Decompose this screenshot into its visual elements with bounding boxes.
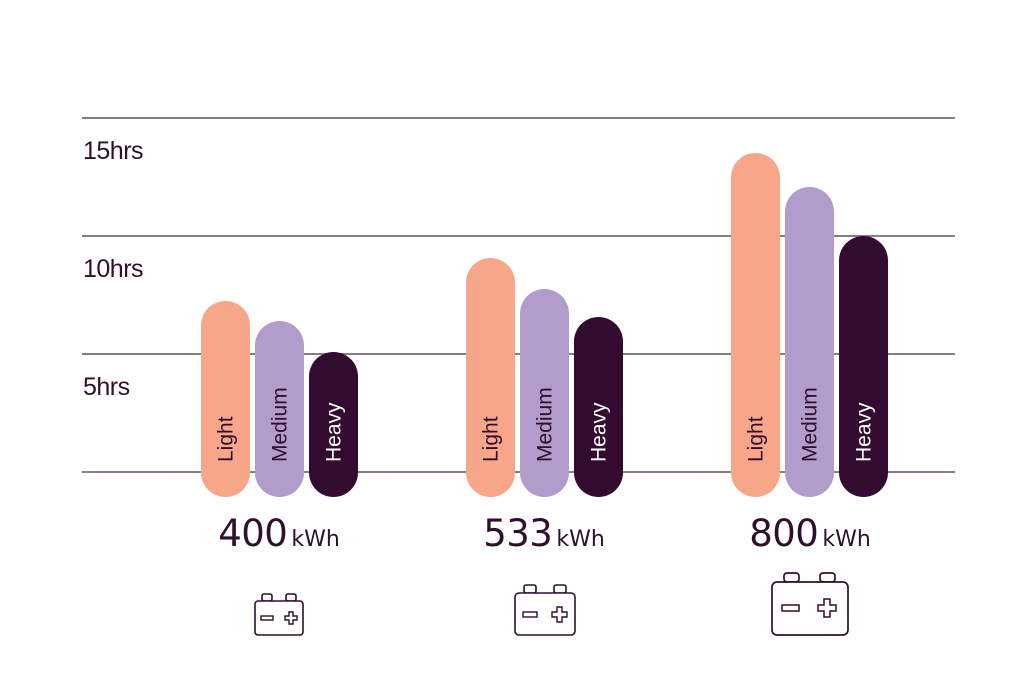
bar-medium: Medium <box>255 321 304 497</box>
bar-medium: Medium <box>785 187 834 497</box>
bar-heavy: Heavy <box>574 317 623 497</box>
capacity-label: 533 kWh <box>444 512 644 555</box>
bar-label: Light <box>479 416 502 462</box>
bar-medium: Medium <box>520 289 569 497</box>
bar-heavy: Heavy <box>839 236 888 497</box>
bar-label: Heavy <box>852 402 875 462</box>
bar-label: Medium <box>533 387 556 462</box>
bar-heavy: Heavy <box>309 352 358 497</box>
bar-label: Light <box>744 416 767 462</box>
bar-light: Light <box>466 258 515 497</box>
capacity-value: 400 <box>218 512 288 555</box>
bar-light: Light <box>201 301 250 497</box>
bar-label: Medium <box>798 387 821 462</box>
bar-label: Light <box>214 416 237 462</box>
battery-icon <box>771 572 849 636</box>
bar-label: Medium <box>268 387 291 462</box>
y-tick-5: 5hrs <box>83 373 130 401</box>
gridline-top <box>82 117 955 119</box>
capacity-unit: kWh <box>556 527 605 552</box>
bar-label: Heavy <box>322 402 345 462</box>
capacity-unit: kWh <box>291 527 340 552</box>
capacity-value: 533 <box>483 512 553 555</box>
gridline-5 <box>82 353 955 355</box>
y-tick-15: 15hrs <box>83 137 144 165</box>
bar-light: Light <box>731 153 780 497</box>
capacity-value: 800 <box>749 512 819 555</box>
battery-icon <box>514 584 576 636</box>
capacity-label: 400 kWh <box>179 512 379 555</box>
gridline-10 <box>82 235 955 237</box>
battery-icon <box>254 593 304 636</box>
capacity-label: 800 kWh <box>710 512 910 555</box>
y-tick-10: 10hrs <box>83 255 144 283</box>
capacity-unit: kWh <box>822 527 871 552</box>
gridline-baseline <box>82 471 955 473</box>
bar-label: Heavy <box>587 402 610 462</box>
